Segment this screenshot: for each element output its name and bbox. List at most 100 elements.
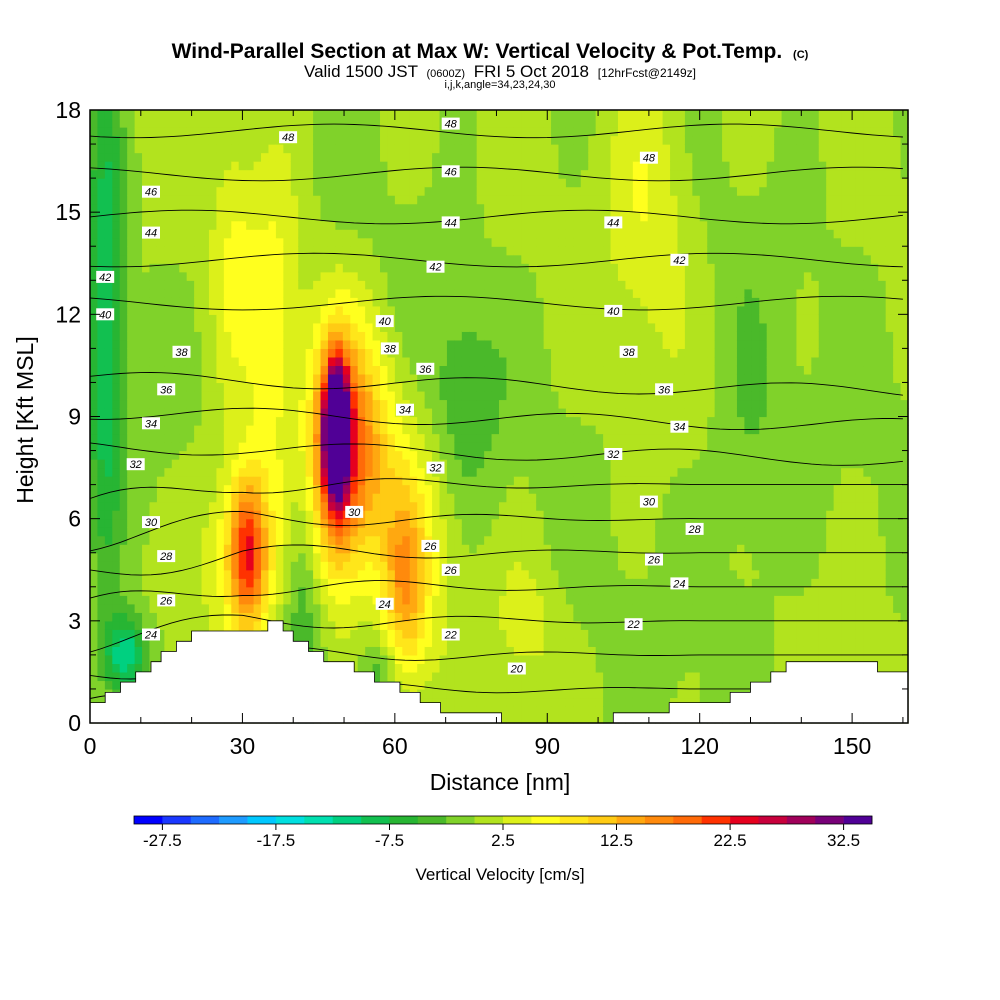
- w-cell: [305, 569, 314, 579]
- w-cell: [90, 680, 99, 690]
- w-cell: [201, 552, 210, 562]
- w-cell: [573, 459, 582, 469]
- w-cell: [506, 459, 515, 469]
- w-cell: [127, 161, 136, 171]
- w-cell: [439, 305, 448, 315]
- w-cell: [506, 688, 515, 699]
- w-cell: [357, 237, 366, 247]
- w-cell: [551, 535, 560, 545]
- w-cell: [104, 297, 113, 307]
- w-cell: [208, 493, 218, 503]
- w-cell: [350, 390, 359, 401]
- w-cell: [424, 688, 433, 699]
- w-cell: [327, 603, 336, 613]
- w-cell: [499, 118, 508, 128]
- w-cell: [588, 544, 597, 554]
- w-cell: [432, 595, 441, 605]
- w-cell: [231, 288, 240, 298]
- w-cell: [253, 314, 262, 324]
- w-cell: [424, 416, 433, 426]
- w-cell: [513, 382, 522, 392]
- w-cell: [424, 390, 433, 401]
- w-cell: [513, 169, 522, 179]
- w-cell: [461, 195, 470, 205]
- w-cell: [565, 331, 574, 341]
- w-cell: [97, 612, 106, 622]
- w-cell: [543, 246, 552, 256]
- w-cell: [551, 688, 560, 699]
- w-cell: [171, 271, 180, 281]
- w-cell: [372, 365, 381, 375]
- w-cell: [543, 169, 552, 179]
- w-cell: [394, 569, 403, 579]
- w-cell: [528, 288, 537, 298]
- w-cell: [558, 365, 567, 375]
- w-cell: [380, 254, 389, 264]
- w-cell: [573, 535, 582, 545]
- w-cell: [469, 407, 478, 418]
- w-cell: [327, 476, 336, 486]
- w-cell: [171, 501, 180, 511]
- w-cell: [216, 203, 225, 213]
- w-cell: [528, 663, 537, 673]
- w-cell: [231, 220, 240, 230]
- w-cell: [387, 229, 396, 239]
- w-cell: [580, 544, 589, 554]
- w-cell: [580, 578, 589, 588]
- w-cell: [506, 552, 515, 562]
- w-cell: [521, 603, 530, 613]
- w-cell: [484, 271, 493, 281]
- w-cell: [223, 118, 232, 128]
- w-cell: [298, 476, 307, 486]
- w-cell: [506, 212, 515, 222]
- w-cell: [127, 271, 136, 281]
- w-cell: [424, 450, 433, 460]
- w-cell: [90, 450, 99, 460]
- w-cell: [506, 416, 515, 426]
- w-cell: [320, 603, 329, 613]
- w-cell: [417, 373, 426, 384]
- w-cell: [506, 322, 515, 332]
- w-cell: [327, 305, 336, 315]
- w-cell: [491, 476, 500, 486]
- w-cell: [313, 314, 322, 324]
- w-cell: [558, 110, 567, 120]
- w-cell: [432, 288, 441, 298]
- w-cell: [253, 203, 262, 213]
- w-cell: [387, 161, 396, 171]
- w-cell: [476, 356, 485, 367]
- w-cell: [513, 484, 522, 494]
- w-cell: [551, 365, 560, 375]
- w-cell: [565, 237, 574, 247]
- w-cell: [484, 161, 493, 171]
- w-cell: [409, 382, 418, 392]
- w-cell: [424, 407, 433, 418]
- w-cell: [551, 671, 560, 682]
- w-cell: [164, 152, 173, 162]
- w-cell: [298, 552, 307, 562]
- w-cell: [402, 459, 411, 469]
- w-cell: [372, 152, 381, 162]
- w-cell: [223, 339, 232, 349]
- w-cell: [432, 237, 441, 247]
- w-cell: [506, 263, 515, 273]
- w-cell: [521, 178, 530, 188]
- w-cell: [186, 212, 195, 222]
- w-cell: [454, 595, 463, 605]
- w-cell: [313, 518, 322, 528]
- w-cell: [476, 569, 485, 579]
- w-cell: [112, 561, 121, 571]
- w-cell: [201, 467, 210, 477]
- w-cell: [603, 671, 612, 682]
- w-cell: [476, 442, 485, 452]
- w-cell: [208, 144, 218, 154]
- w-cell: [461, 280, 470, 290]
- w-cell: [528, 127, 537, 137]
- w-cell: [223, 442, 232, 452]
- w-cell: [261, 118, 270, 128]
- w-cell: [484, 527, 493, 537]
- w-cell: [461, 586, 470, 596]
- w-cell: [119, 544, 128, 554]
- w-cell: [156, 161, 165, 171]
- w-cell: [558, 527, 567, 537]
